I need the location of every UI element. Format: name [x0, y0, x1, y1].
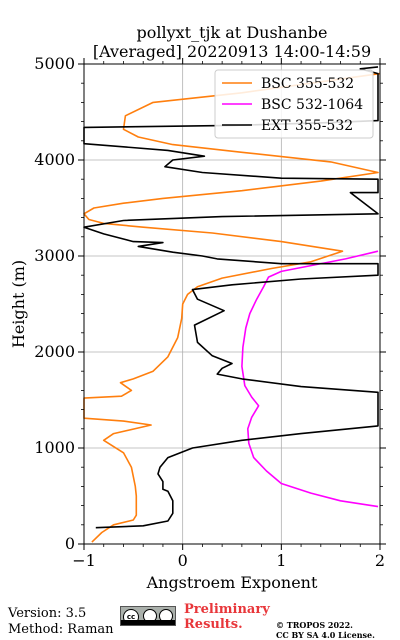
- y-tick-label: 4000: [34, 150, 75, 169]
- copyright-line2: CC BY SA 4.0 License.: [276, 630, 375, 640]
- series-line-0: [83, 72, 381, 543]
- y-tick-label: 3000: [34, 246, 75, 265]
- series-line-2: [83, 66, 379, 529]
- preliminary-line1: Preliminary: [184, 602, 270, 617]
- license-strip: [121, 620, 175, 625]
- legend-label-1: BSC 532-1064: [261, 97, 363, 113]
- x-tick-label: 0: [178, 551, 188, 570]
- plot-frame: [83, 63, 381, 545]
- cc-license-badge-icon: cc: [120, 606, 176, 626]
- legend-label-0: BSC 355-532: [261, 76, 354, 92]
- x-tick-label: −1: [72, 551, 96, 570]
- method-text: Method: Raman: [8, 622, 114, 637]
- preliminary-results-note: Preliminary Results.: [184, 602, 270, 632]
- legend-box: [214, 69, 374, 139]
- version-text: Version: 3.5: [8, 606, 87, 621]
- copyright-line1: © TROPOS 2022.: [276, 620, 353, 630]
- x-tick-label: 2: [375, 551, 385, 570]
- copyright-note: © TROPOS 2022. CC BY SA 4.0 License.: [276, 620, 375, 640]
- y-axis-label: Height (m): [9, 260, 28, 348]
- y-tick-label: 2000: [34, 342, 75, 361]
- y-tick-label: 1000: [34, 438, 75, 457]
- x-axis-label: Angstroem Exponent: [146, 573, 318, 592]
- data-series: [83, 66, 381, 543]
- preliminary-line2: Results.: [184, 617, 243, 632]
- legend-label-2: EXT 355-532: [261, 118, 353, 134]
- x-tick-label: 1: [276, 551, 286, 570]
- version-info: Version: 3.5 Method: Raman: [8, 606, 114, 638]
- chart-title-line1: pollyxt_tjk at Dushanbe: [136, 23, 327, 42]
- chart-legend: BSC 355-532 BSC 532-1064 EXT 355-532: [214, 69, 374, 139]
- y-tick-label: 5000: [34, 54, 75, 73]
- series-line-1: [241, 250, 379, 508]
- y-tick-label: 0: [65, 534, 75, 553]
- chart-title-line2: [Averaged] 20220913 14:00-14:59: [93, 42, 371, 61]
